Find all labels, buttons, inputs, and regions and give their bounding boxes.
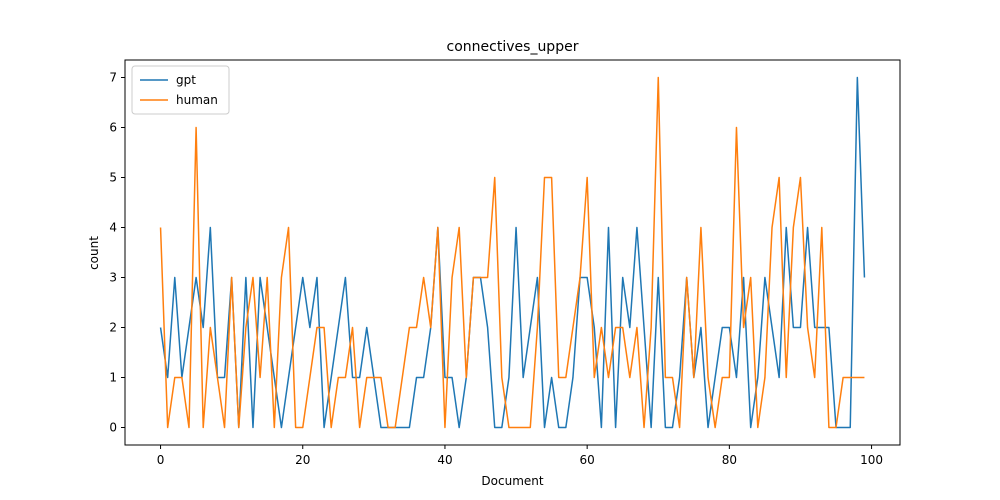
y-tick-label: 2 — [109, 321, 117, 335]
y-tick-label: 1 — [109, 371, 117, 385]
y-axis-label: count — [87, 236, 101, 270]
series-line-gpt — [159, 76, 866, 429]
x-tick-label: 100 — [860, 453, 883, 467]
legend-label-human: human — [176, 93, 218, 107]
legend-label-gpt: gpt — [176, 73, 196, 87]
chart-title: connectives_upper — [447, 39, 579, 55]
plot-area: 0 20 40 60 80 100 0 1 2 3 4 5 6 7 — [109, 59, 901, 467]
y-tick-label: 7 — [109, 71, 117, 85]
x-tick-label: 60 — [580, 453, 595, 467]
x-tick-label: 40 — [437, 453, 452, 467]
y-tick-label: 4 — [109, 221, 117, 235]
x-tick-label: 20 — [295, 453, 310, 467]
x-axis-label: Document — [481, 474, 543, 488]
y-tick-label: 3 — [109, 271, 117, 285]
y-tick-label: 5 — [109, 171, 117, 185]
x-tick-label: 80 — [722, 453, 737, 467]
series-line-human — [159, 76, 865, 429]
legend-box — [131, 65, 230, 115]
x-tick-label: 0 — [157, 453, 165, 467]
legend: gpt human — [131, 65, 230, 115]
axes-frame — [124, 59, 901, 446]
y-tick-label: 6 — [109, 121, 117, 135]
y-tick-label: 0 — [109, 421, 117, 435]
